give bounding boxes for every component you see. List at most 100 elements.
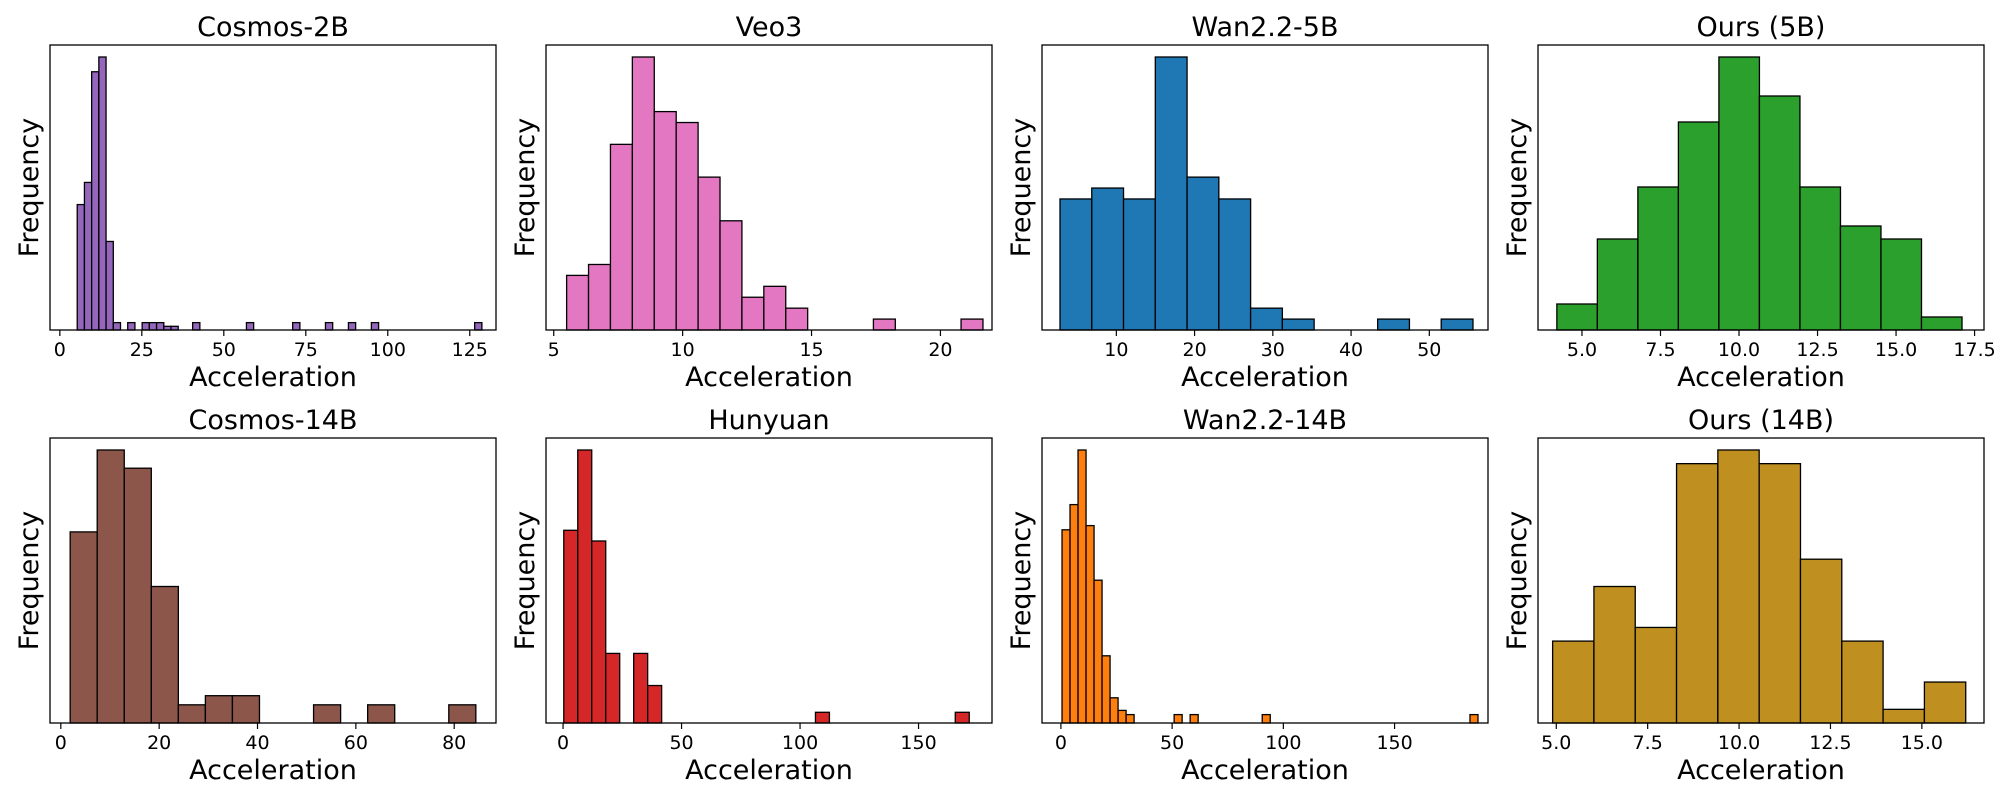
histogram-bar <box>675 121 699 331</box>
histogram-bar <box>231 695 261 724</box>
x-tick-label: 125 <box>452 339 488 361</box>
histogram-bar <box>76 203 86 331</box>
histogram-bar <box>1091 187 1125 331</box>
histogram-bar <box>1440 318 1474 331</box>
x-tick-label: 5.0 <box>1567 339 1597 361</box>
histogram-bar <box>647 684 663 724</box>
histogram-bar <box>565 274 590 331</box>
histogram-bar <box>1186 176 1220 331</box>
x-axis-label: Acceleration <box>685 755 853 786</box>
histogram-bar <box>1109 697 1119 724</box>
y-axis-label: Frequency <box>510 511 541 651</box>
histogram-bar <box>155 321 165 331</box>
x-tick-label: 0 <box>1055 732 1067 754</box>
histogram-bar <box>1637 186 1680 331</box>
axes-frame <box>1537 44 1985 331</box>
histogram-bar <box>1799 558 1843 724</box>
y-axis-label: Frequency <box>1006 511 1037 651</box>
y-axis-label: Frequency <box>510 118 541 258</box>
chart-title: Hunyuan <box>708 405 829 436</box>
histogram-bar <box>1758 462 1802 724</box>
histogram-bar <box>150 585 180 724</box>
histogram-bar <box>1634 626 1678 724</box>
x-tick-label: 40 <box>1339 339 1363 361</box>
histogram-bar <box>1189 713 1199 724</box>
x-tick-label: 5 <box>548 339 560 361</box>
histogram-bar <box>605 652 621 724</box>
histogram-bar <box>1593 585 1636 724</box>
x-tick-label: 7.5 <box>1633 732 1663 754</box>
histogram-bar <box>1281 318 1315 331</box>
x-axis-label: Acceleration <box>1677 362 1845 393</box>
histogram-panel: 10 20 30 40 50 Wan2.2-5B Acceleration Frequency <box>1006 12 1489 393</box>
histogram-bar <box>814 711 831 724</box>
histogram-bar <box>1841 640 1884 724</box>
y-axis-label: Frequency <box>14 511 45 651</box>
histogram-bar <box>1122 198 1156 331</box>
histogram-bar <box>1551 640 1595 724</box>
histogram-bar <box>1069 503 1079 724</box>
histogram-panel: 0 50 100 150 Hunyuan Acceleration Frequency <box>510 405 993 786</box>
chart-title: Veo3 <box>736 12 803 43</box>
axes-frame <box>1041 44 1489 331</box>
x-tick-label: 20 <box>928 339 952 361</box>
histogram-bar <box>1675 462 1719 724</box>
histogram-bar <box>741 296 765 331</box>
axes-frame <box>49 437 497 724</box>
x-tick-label: 50 <box>1417 339 1441 361</box>
x-tick-label: 5.0 <box>1541 732 1571 754</box>
x-tick-label: 15 <box>799 339 823 361</box>
x-axis-label: Acceleration <box>189 362 357 393</box>
histogram-bar <box>1596 238 1639 331</box>
histogram-bar <box>591 540 607 724</box>
histogram-bar <box>148 321 158 331</box>
histogram-bar <box>954 711 970 724</box>
histogram-bar <box>324 321 334 331</box>
x-axis-label: Acceleration <box>1677 755 1845 786</box>
histogram-bar <box>1249 307 1284 331</box>
axes-frame <box>545 437 993 724</box>
x-tick-label: 15.0 <box>1875 339 1917 361</box>
histogram-bar <box>1117 709 1127 724</box>
histogram-bar <box>563 529 579 724</box>
histogram-bar <box>112 321 122 331</box>
x-tick-label: 80 <box>442 732 466 754</box>
histogram-bar <box>1556 303 1599 331</box>
histogram-bar <box>633 652 649 724</box>
y-axis-label: Frequency <box>1006 118 1037 258</box>
histogram-bar <box>609 143 634 331</box>
histogram-panel: 0 20 40 60 80 Cosmos-14B Acceleration Frequency <box>14 405 497 786</box>
x-tick-label: 12.5 <box>1796 339 1838 361</box>
x-tick-label: 10 <box>1104 339 1128 361</box>
histogram-bar <box>763 285 787 331</box>
histogram-bar <box>96 449 125 724</box>
x-axis-label: Acceleration <box>1181 755 1349 786</box>
chart-title: Cosmos-14B <box>189 405 358 436</box>
histogram-bar <box>1799 186 1842 331</box>
histogram-bar <box>1923 681 1967 724</box>
x-tick-label: 40 <box>245 732 269 754</box>
histogram-bar <box>1261 713 1271 724</box>
histogram-panel: 5 10 15 20 Veo3 Acceleration Frequency <box>510 12 993 393</box>
x-tick-label: 10.0 <box>1718 732 1760 754</box>
x-tick-label: 50 <box>669 732 693 754</box>
y-axis-label: Frequency <box>1502 511 1533 651</box>
histogram-bar <box>1154 56 1188 331</box>
histogram-bar <box>245 321 255 331</box>
histogram-bar <box>785 307 809 331</box>
x-axis-label: Acceleration <box>1181 362 1349 393</box>
x-tick-label: 60 <box>344 732 368 754</box>
histogram-bar <box>697 176 721 331</box>
histogram-bar <box>191 321 201 331</box>
histogram-bar <box>370 321 380 331</box>
histogram-bar <box>141 321 151 331</box>
histogram-bar <box>98 56 107 331</box>
histogram-bar <box>1920 316 1963 331</box>
x-tick-label: 100 <box>782 732 818 754</box>
x-tick-label: 100 <box>1265 732 1301 754</box>
chart-title: Wan2.2-5B <box>1191 12 1338 43</box>
histogram-bar <box>577 449 593 724</box>
x-tick-label: 15.0 <box>1901 732 1943 754</box>
x-tick-label: 50 <box>1160 732 1184 754</box>
